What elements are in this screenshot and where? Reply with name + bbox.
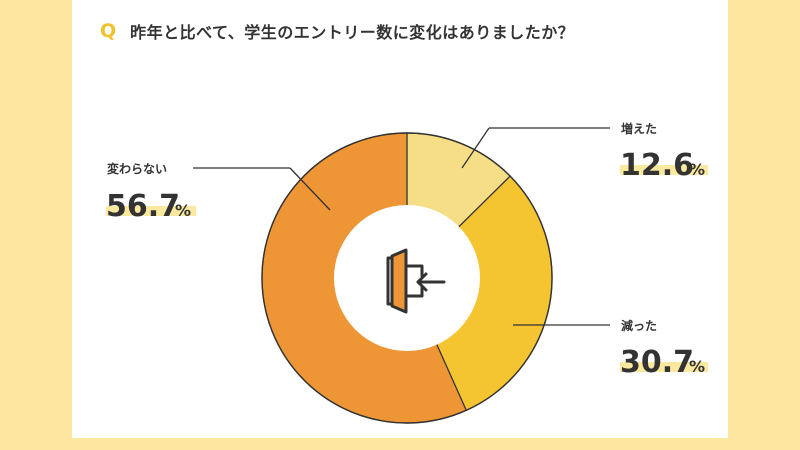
question-text: 昨年と比べて、学生のエントリー数に変化はありましたか？ — [130, 23, 575, 42]
slice-label-decreased: 減った — [621, 318, 657, 333]
highlight-unchanged — [106, 206, 196, 216]
slice-unit-increased: % — [689, 160, 705, 179]
question-header: Q 昨年と比べて、学生のエントリー数に変化はありましたか？ — [100, 16, 574, 46]
slice-value-increased: 12.6 — [620, 148, 694, 183]
leader-line-increased — [461, 127, 490, 169]
slice-value-unchanged: 56.7 — [106, 189, 180, 224]
slice-value-decreased: 30.7 — [620, 345, 694, 380]
slice-unit-decreased: % — [689, 357, 705, 376]
leader-line-unchanged — [289, 167, 331, 211]
slice-label-unchanged: 変わらない — [107, 161, 167, 176]
slice-unit-unchanged: % — [175, 201, 191, 220]
donut-outline — [261, 132, 553, 424]
question-mark: Q — [100, 20, 117, 42]
highlight-increased — [620, 165, 708, 175]
entry-door-icon — [386, 248, 446, 314]
highlight-decreased — [620, 362, 708, 372]
slice-label-increased: 増えた — [621, 121, 657, 136]
